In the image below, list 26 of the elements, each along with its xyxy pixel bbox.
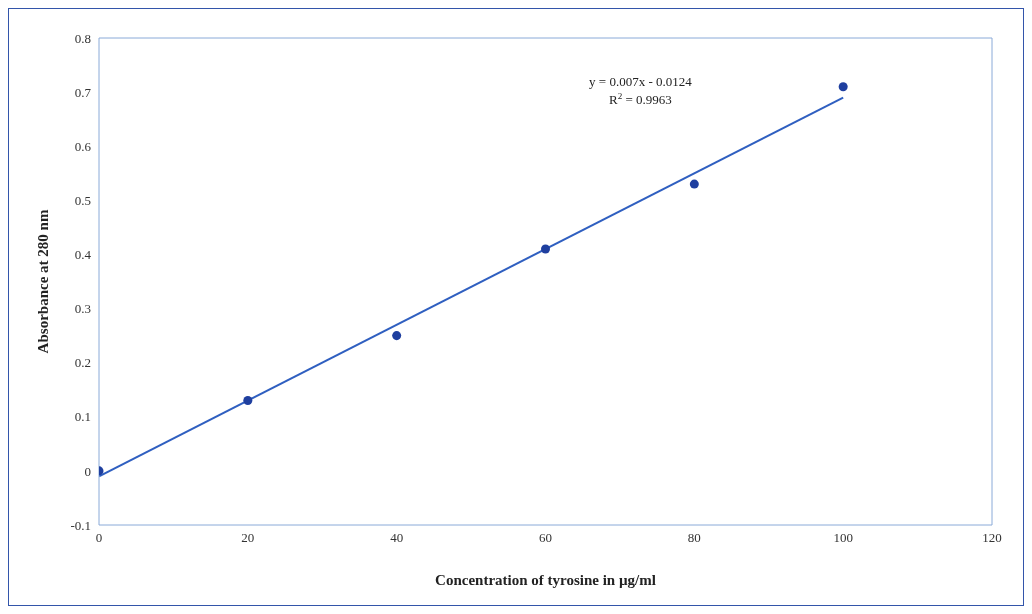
x-tick-label: 20 (241, 530, 255, 546)
y-tick-label: 0.1 (74, 409, 91, 425)
x-tick-label: 0 (95, 530, 103, 546)
y-tick-label: 0 (84, 463, 91, 479)
point (540, 244, 551, 254)
point (243, 396, 253, 406)
point (392, 331, 402, 341)
y-tick-label: 0.3 (74, 301, 91, 317)
y-tick-label: 0.5 (74, 192, 91, 208)
x-tick-label: 120 (982, 530, 1002, 546)
annotation: R$^{2}$ = 0.9963 (609, 91, 672, 107)
y-tick-label: 0.4 (74, 247, 92, 263)
y-tick-label: 0.2 (74, 355, 91, 371)
point (838, 82, 848, 92)
y-axis-title: Absorbance at 280 nm (35, 209, 52, 354)
x-axis-title: Concentration of tyrosine in µg/ml (435, 572, 656, 588)
y-tick-label: -0.1 (70, 517, 91, 533)
y-tick-label: 0.6 (74, 138, 92, 154)
annotation: y = 0.007x - 0.0124 (589, 74, 693, 89)
x-tick-label: 100 (833, 530, 853, 546)
x-tick-label: 40 (390, 530, 404, 546)
y-tick-label: 0.8 (74, 30, 91, 46)
x-tick-label: 60 (539, 530, 552, 546)
x-tick-label: 80 (687, 530, 701, 546)
point (689, 179, 699, 189)
y-tick-label: 0.7 (74, 84, 92, 100)
